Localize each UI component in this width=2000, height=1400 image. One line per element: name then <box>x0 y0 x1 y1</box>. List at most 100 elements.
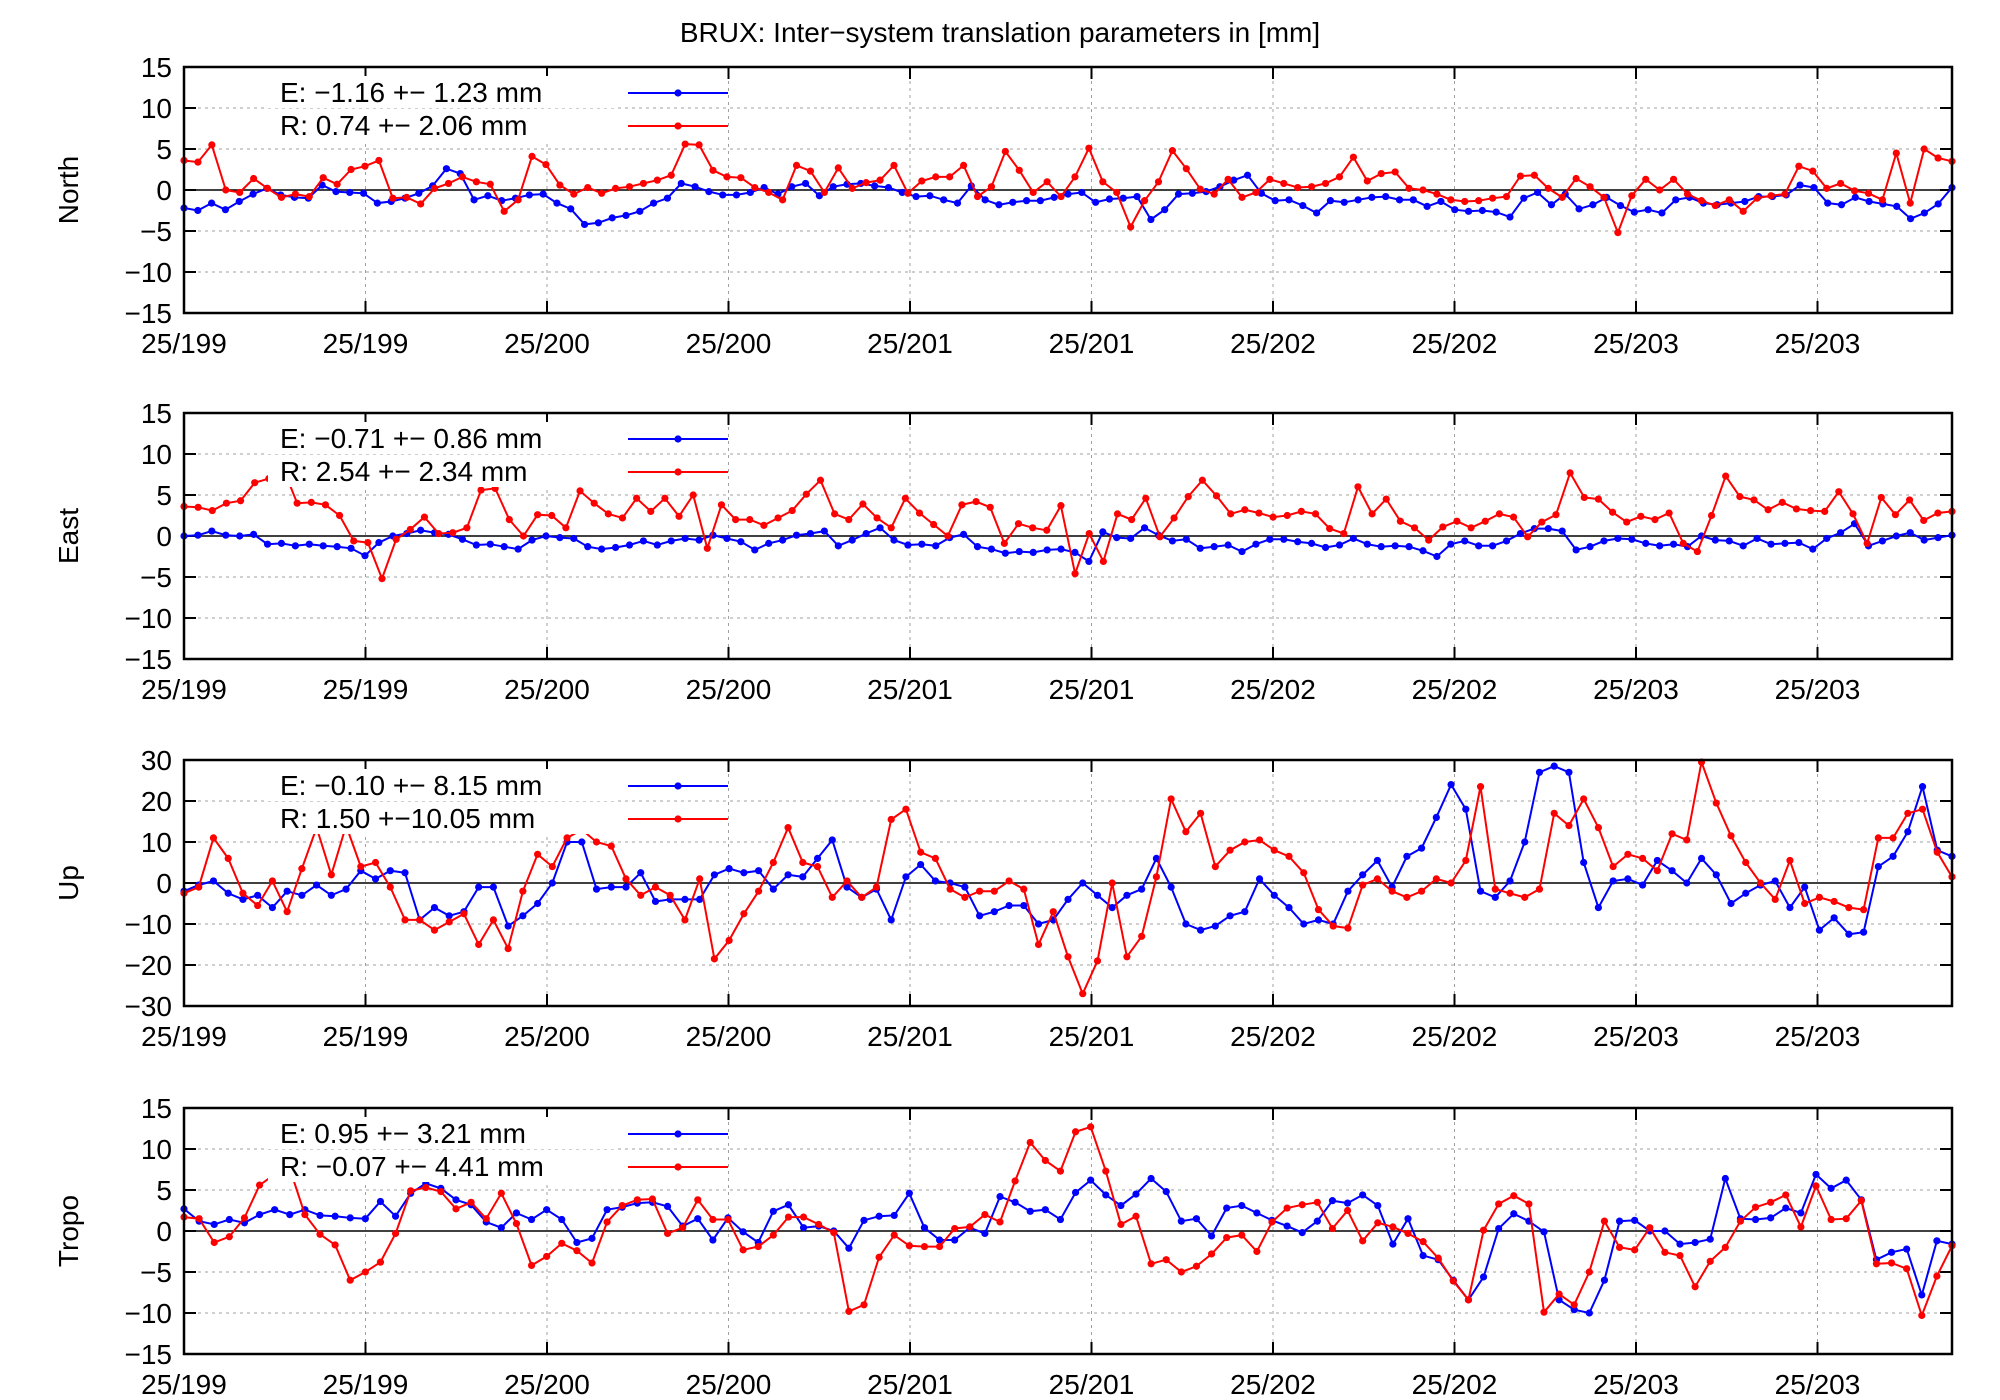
data-point-R <box>1433 190 1441 198</box>
data-point-E <box>594 219 602 227</box>
data-point-R <box>915 509 924 517</box>
data-point-E <box>580 220 589 229</box>
data-point-R <box>1609 863 1617 871</box>
data-point-R <box>1404 1229 1412 1238</box>
data-point-R <box>788 506 796 515</box>
data-point-R <box>1391 168 1399 176</box>
data-point-R <box>1298 1201 1306 1209</box>
data-point-E <box>1642 539 1650 547</box>
data-point-R <box>1269 513 1277 521</box>
data-point-E <box>705 188 713 196</box>
data-point-E <box>1418 844 1426 852</box>
data-point-E <box>271 1206 279 1214</box>
data-point-R <box>1476 783 1485 791</box>
data-point-E <box>1241 908 1249 916</box>
data-point-E <box>1133 192 1141 201</box>
data-point-R <box>875 1253 883 1261</box>
data-point-E <box>268 904 276 912</box>
data-point-E <box>1344 887 1352 895</box>
data-point-R <box>1842 1215 1850 1223</box>
plot-frame <box>182 65 1954 315</box>
data-point-E <box>710 871 719 879</box>
data-point-R <box>905 1242 913 1250</box>
data-point-R <box>1087 1123 1095 1131</box>
data-point-R <box>251 479 259 487</box>
data-point-R <box>1502 192 1511 201</box>
data-point-E <box>739 1228 747 1236</box>
data-point-R <box>1488 194 1497 202</box>
data-point-R <box>1343 1206 1352 1215</box>
data-point-E <box>445 912 453 920</box>
data-point-E <box>995 201 1003 209</box>
data-point-R <box>1801 899 1809 908</box>
data-point-E <box>1851 193 1859 201</box>
data-point-R <box>959 161 968 169</box>
data-point-R <box>667 171 675 179</box>
data-point-R <box>570 190 578 198</box>
data-point-R <box>1198 476 1206 484</box>
data-point-E <box>1837 529 1845 537</box>
data-point-E <box>725 865 733 873</box>
data-point-E <box>1340 198 1348 206</box>
data-point-R <box>1683 190 1692 198</box>
data-point-R <box>195 883 203 891</box>
data-point-E <box>737 538 745 546</box>
plot-frame <box>182 758 1954 1008</box>
data-point-E <box>1433 552 1441 561</box>
data-point-R <box>1377 170 1385 178</box>
data-point-E <box>497 1224 505 1232</box>
data-point-R <box>972 497 980 506</box>
data-point-R <box>739 1246 747 1254</box>
data-point-R <box>1326 525 1334 533</box>
data-point-R <box>1580 795 1588 803</box>
y-tick-label: 5 <box>156 1175 172 1206</box>
data-point-E <box>1810 183 1818 192</box>
data-point-E <box>1313 209 1321 217</box>
data-point-E <box>1475 542 1483 550</box>
data-point-E <box>1521 838 1529 846</box>
data-point-R <box>1043 178 1051 186</box>
data-point-E <box>940 196 948 204</box>
data-point-R <box>1676 1252 1684 1260</box>
data-point-R <box>1403 893 1411 901</box>
data-point-R <box>799 858 807 867</box>
data-point-R <box>1464 1296 1473 1304</box>
data-point-R <box>1905 496 1914 504</box>
data-point-R <box>618 514 627 522</box>
data-point-R <box>208 141 216 149</box>
data-point-R <box>1863 539 1871 547</box>
data-point-E <box>239 895 247 904</box>
data-point-E <box>1630 208 1638 216</box>
data-point-E <box>926 192 934 200</box>
data-point-R <box>386 883 394 891</box>
data-point-E <box>1447 540 1455 548</box>
data-point-R <box>679 1224 687 1232</box>
data-point-R <box>1359 1237 1367 1245</box>
data-point-E <box>1510 1210 1518 1218</box>
data-point-E <box>1403 852 1411 860</box>
data-point-R <box>445 918 453 926</box>
data-point-R <box>1227 510 1235 518</box>
data-point-R <box>813 863 822 871</box>
data-point-E <box>709 1236 717 1244</box>
data-point-R <box>1697 197 1706 205</box>
data-point-R <box>1439 523 1447 531</box>
data-point-R <box>651 883 660 891</box>
data-point-E <box>235 197 243 206</box>
data-point-R <box>717 501 726 509</box>
data-point-E <box>799 873 807 881</box>
data-point-E <box>1572 546 1580 554</box>
y-tick-label: 0 <box>156 521 172 552</box>
x-tick-label: 25/200 <box>686 328 772 359</box>
data-point-R <box>1344 924 1352 932</box>
data-point-E <box>918 540 926 548</box>
data-point-E <box>1809 545 1817 553</box>
data-point-E <box>1050 193 1058 201</box>
data-point-R <box>1572 174 1580 183</box>
data-point-R <box>639 179 648 188</box>
data-point-R <box>1138 932 1146 940</box>
data-point-R <box>1419 1238 1427 1246</box>
data-point-E <box>1600 1276 1609 1284</box>
data-point-R <box>1725 196 1733 204</box>
